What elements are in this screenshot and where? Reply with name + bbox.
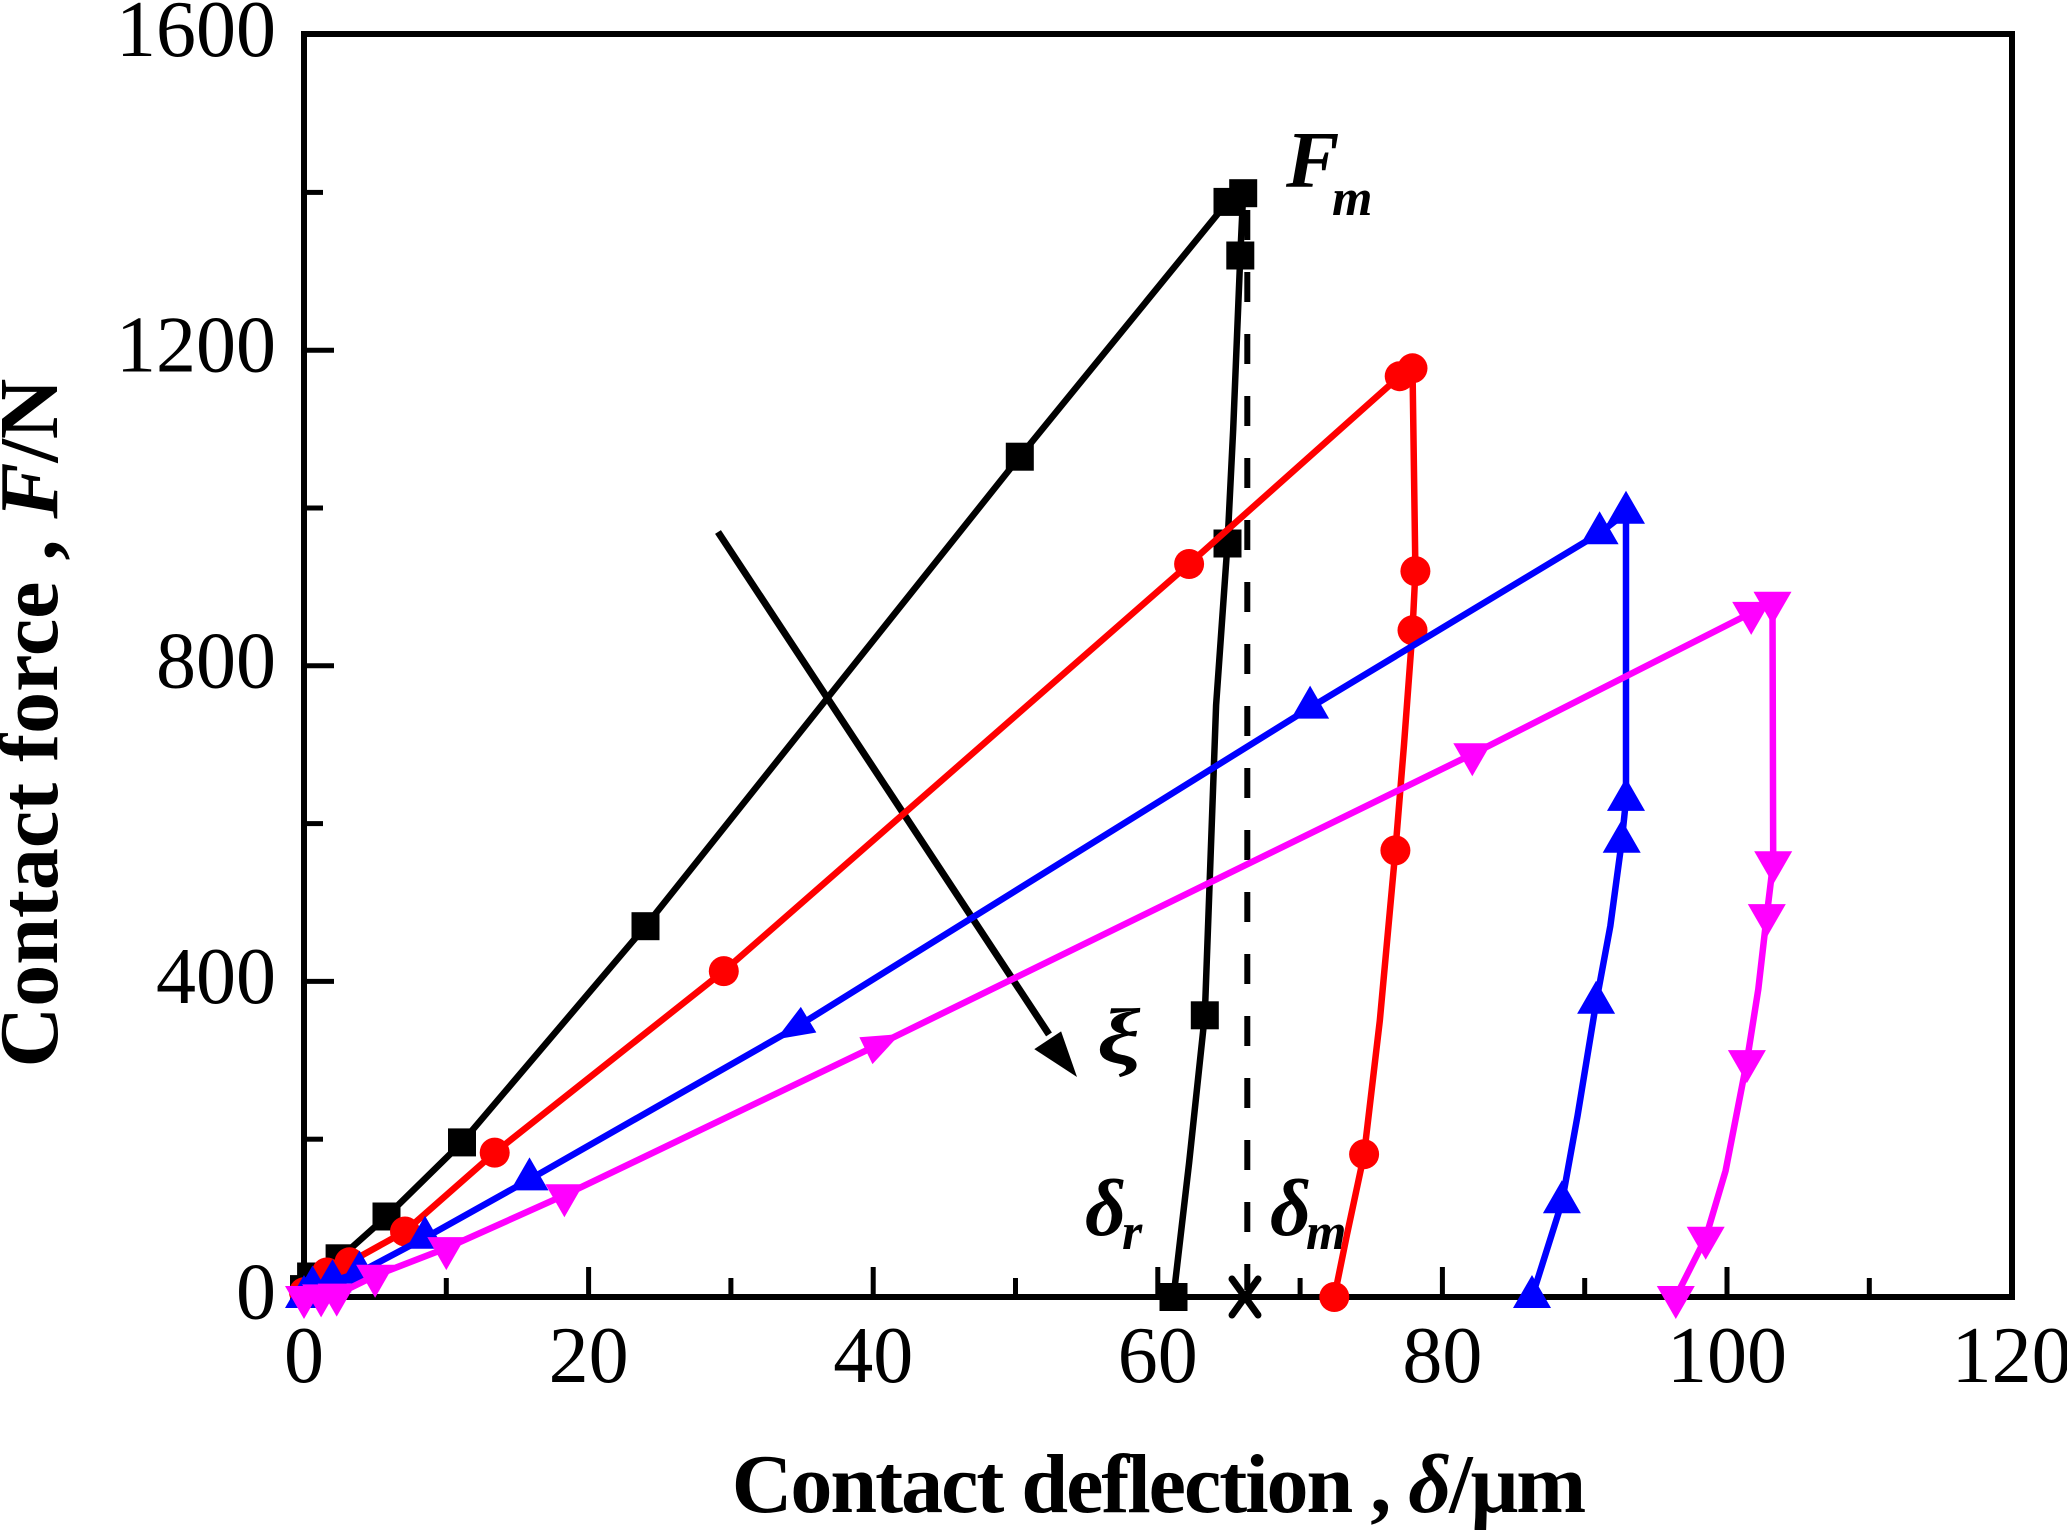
svg-text:F: F — [1285, 117, 1339, 205]
svg-text:Contact deflection , δ/μm: Contact deflection , δ/μm — [732, 1438, 1586, 1531]
svg-text:δ: δ — [1270, 1165, 1311, 1253]
svg-text:100: 100 — [1667, 1312, 1787, 1400]
svg-text:0: 0 — [284, 1312, 324, 1400]
svg-text:60: 60 — [1118, 1312, 1198, 1400]
svg-text:120: 120 — [1952, 1312, 2067, 1400]
svg-text:δ: δ — [1085, 1165, 1126, 1253]
svg-text:80: 80 — [1402, 1312, 1482, 1400]
svg-text:800: 800 — [156, 617, 276, 705]
svg-text:1200: 1200 — [116, 302, 276, 390]
svg-text:Contact force , F/N: Contact force , F/N — [0, 379, 76, 1068]
svg-text:40: 40 — [833, 1312, 913, 1400]
svg-text:m: m — [1306, 1204, 1346, 1261]
svg-text:m: m — [1332, 170, 1372, 227]
svg-text:ξ: ξ — [1097, 994, 1141, 1081]
svg-text:20: 20 — [549, 1312, 629, 1400]
svg-text:0: 0 — [236, 1249, 276, 1337]
svg-text:1600: 1600 — [116, 0, 276, 74]
svg-text:r: r — [1122, 1204, 1143, 1261]
svg-text:400: 400 — [156, 933, 276, 1021]
